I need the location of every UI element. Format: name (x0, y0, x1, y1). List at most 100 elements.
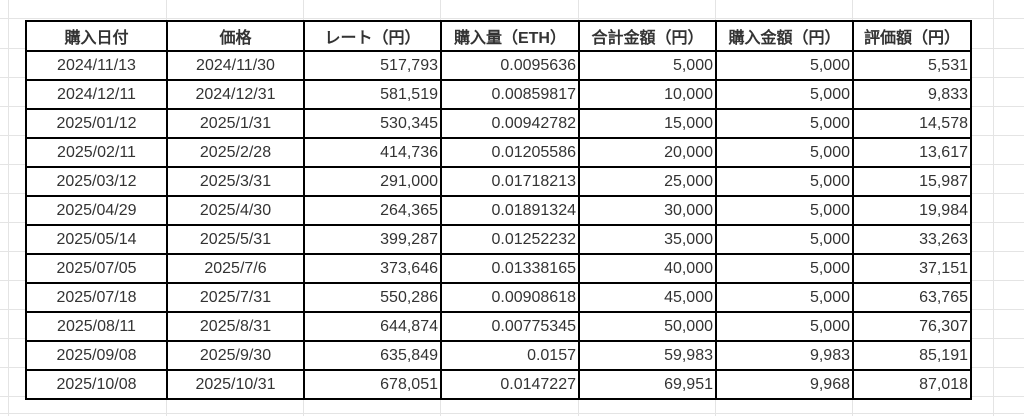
data-cell[interactable]: 50,000 (578, 311, 717, 342)
data-cell[interactable]: 5,000 (715, 166, 854, 197)
header-cell[interactable]: 合計金額（円） (578, 20, 717, 52)
data-cell[interactable]: 0.01718213 (440, 166, 580, 197)
header-cell[interactable]: 購入日付 (25, 20, 168, 52)
data-cell[interactable]: 635,849 (303, 340, 442, 371)
data-cell[interactable]: 69,951 (578, 369, 717, 400)
data-cell[interactable]: 63,765 (852, 282, 972, 313)
header-cell[interactable]: レート（円） (303, 20, 442, 52)
table-row: 2025/05/14 2025/5/31 399,287 0.01252232 35,0… (25, 224, 972, 255)
data-cell[interactable]: 581,519 (303, 79, 442, 110)
data-cell[interactable]: 5,000 (715, 195, 854, 226)
data-cell[interactable]: 85,191 (852, 340, 972, 371)
table-row: 2024/12/11 2024/12/31 581,519 0.00859817 10,… (25, 79, 972, 110)
data-cell[interactable]: 530,345 (303, 108, 442, 139)
data-cell[interactable]: 9,983 (715, 340, 854, 371)
data-cell[interactable]: 0.0147227 (440, 369, 580, 400)
data-cell[interactable]: 2024/11/13 (25, 50, 168, 81)
table-row: 2025/03/12 2025/3/31 291,000 0.01718213 25,0… (25, 166, 972, 197)
data-cell[interactable]: 2025/8/31 (166, 311, 305, 342)
data-cell[interactable]: 2025/07/18 (25, 282, 168, 313)
data-cell[interactable]: 2025/09/08 (25, 340, 168, 371)
data-cell[interactable]: 2025/02/11 (25, 137, 168, 168)
data-cell[interactable]: 5,000 (715, 311, 854, 342)
data-cell[interactable]: 2024/12/31 (166, 79, 305, 110)
data-cell[interactable]: 5,000 (715, 50, 854, 81)
data-cell[interactable]: 644,874 (303, 311, 442, 342)
data-cell[interactable]: 2025/4/30 (166, 195, 305, 226)
data-cell[interactable]: 5,000 (715, 108, 854, 139)
data-cell[interactable]: 25,000 (578, 166, 717, 197)
data-cell[interactable]: 2025/1/31 (166, 108, 305, 139)
data-cell[interactable]: 9,833 (852, 79, 972, 110)
data-cell[interactable]: 2025/5/31 (166, 224, 305, 255)
data-cell[interactable]: 2025/01/12 (25, 108, 168, 139)
data-cell[interactable]: 2025/08/11 (25, 311, 168, 342)
data-cell[interactable]: 2025/10/08 (25, 369, 168, 400)
data-cell[interactable]: 87,018 (852, 369, 972, 400)
data-cell[interactable]: 291,000 (303, 166, 442, 197)
data-cell[interactable]: 2025/03/12 (25, 166, 168, 197)
data-cell[interactable]: 2025/05/14 (25, 224, 168, 255)
data-cell[interactable]: 0.0157 (440, 340, 580, 371)
data-cell[interactable]: 0.00942782 (440, 108, 580, 139)
data-cell[interactable]: 414,736 (303, 137, 442, 168)
data-cell[interactable]: 2025/07/05 (25, 253, 168, 284)
table-row: 2025/07/18 2025/7/31 550,286 0.00908618 45,0… (25, 282, 972, 313)
data-cell[interactable]: 373,646 (303, 253, 442, 284)
data-cell[interactable]: 9,968 (715, 369, 854, 400)
data-cell[interactable]: 45,000 (578, 282, 717, 313)
data-cell[interactable]: 37,151 (852, 253, 972, 284)
data-cell[interactable]: 40,000 (578, 253, 717, 284)
data-cell[interactable]: 0.01891324 (440, 195, 580, 226)
data-cell[interactable]: 13,617 (852, 137, 972, 168)
data-cell[interactable]: 0.01205586 (440, 137, 580, 168)
data-cell[interactable]: 0.00775345 (440, 311, 580, 342)
header-cell[interactable]: 購入金額（円） (715, 20, 854, 52)
data-cell[interactable]: 2024/12/11 (25, 79, 168, 110)
data-cell[interactable]: 15,987 (852, 166, 972, 197)
data-cell[interactable]: 15,000 (578, 108, 717, 139)
data-cell[interactable]: 76,307 (852, 311, 972, 342)
data-cell[interactable]: 678,051 (303, 369, 442, 400)
header-cell[interactable]: 価格 (166, 20, 305, 52)
data-cell[interactable]: 30,000 (578, 195, 717, 226)
gridline-vertical (8, 0, 9, 416)
data-cell[interactable]: 2024/11/30 (166, 50, 305, 81)
data-cell[interactable]: 2025/7/6 (166, 253, 305, 284)
data-cell[interactable]: 550,286 (303, 282, 442, 313)
data-cell[interactable]: 2025/04/29 (25, 195, 168, 226)
table-row: 2025/10/08 2025/10/31 678,051 0.0147227 69,9… (25, 369, 972, 400)
data-cell[interactable]: 0.01338165 (440, 253, 580, 284)
data-cell[interactable]: 5,000 (715, 137, 854, 168)
data-cell[interactable]: 2025/10/31 (166, 369, 305, 400)
data-cell[interactable]: 19,984 (852, 195, 972, 226)
data-cell[interactable]: 5,000 (715, 282, 854, 313)
data-cell[interactable]: 264,365 (303, 195, 442, 226)
data-cell[interactable]: 20,000 (578, 137, 717, 168)
gridline-horizontal (0, 413, 1024, 414)
data-cell[interactable]: 10,000 (578, 79, 717, 110)
data-cell[interactable]: 2025/2/28 (166, 137, 305, 168)
data-cell[interactable]: 5,000 (715, 79, 854, 110)
data-cell[interactable]: 5,000 (578, 50, 717, 81)
data-cell[interactable]: 0.01252232 (440, 224, 580, 255)
data-cell[interactable]: 33,263 (852, 224, 972, 255)
data-cell[interactable]: 2025/3/31 (166, 166, 305, 197)
data-cell[interactable]: 517,793 (303, 50, 442, 81)
data-cell[interactable]: 14,578 (852, 108, 972, 139)
data-cell[interactable]: 0.00859817 (440, 79, 580, 110)
data-cell[interactable]: 2025/9/30 (166, 340, 305, 371)
data-cell[interactable]: 59,983 (578, 340, 717, 371)
data-cell[interactable]: 5,000 (715, 253, 854, 284)
data-cell[interactable]: 0.00908618 (440, 282, 580, 313)
data-cell[interactable]: 2025/7/31 (166, 282, 305, 313)
data-cell[interactable]: 399,287 (303, 224, 442, 255)
table-row: 2025/01/12 2025/1/31 530,345 0.00942782 15,0… (25, 108, 972, 139)
header-cell[interactable]: 評価額（円） (852, 20, 972, 52)
data-cell[interactable]: 35,000 (578, 224, 717, 255)
data-cell[interactable]: 5,000 (715, 224, 854, 255)
header-cell[interactable]: 購入量（ETH） (440, 20, 580, 52)
data-cell[interactable]: 5,531 (852, 50, 972, 81)
data-cell[interactable]: 0.0095636 (440, 50, 580, 81)
